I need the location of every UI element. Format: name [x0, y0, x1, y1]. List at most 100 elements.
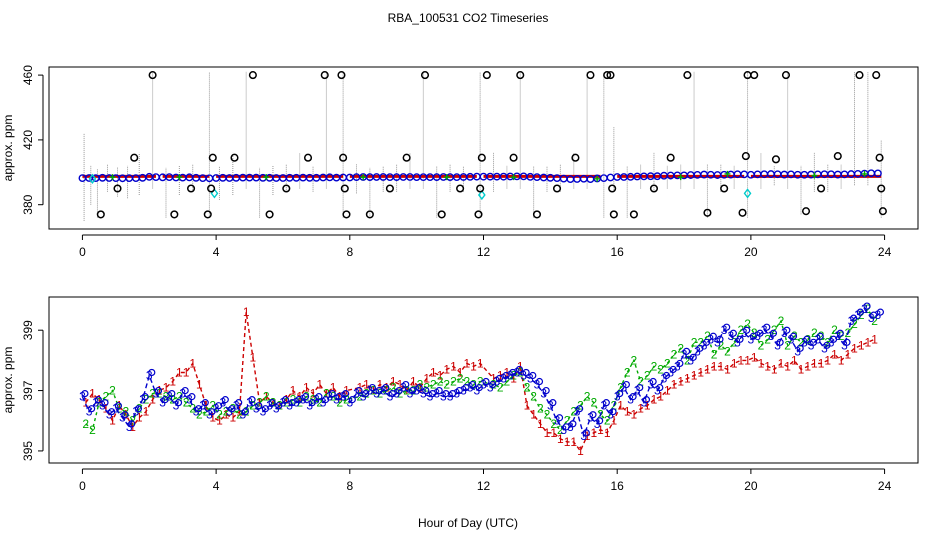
series-1-label: 1	[684, 371, 691, 385]
series-3-label: 3	[346, 396, 353, 410]
series-3-label: 3	[554, 414, 561, 428]
series-1-label: 1	[784, 359, 791, 373]
series-3-label: 3	[233, 399, 240, 413]
series-3-label: 3	[353, 387, 360, 401]
series-3-label: 3	[741, 326, 748, 340]
series-1-label: 1	[865, 335, 872, 349]
series-2-label: 2	[738, 323, 745, 337]
series-3-label: 3	[567, 420, 574, 434]
series-3-label: 3	[460, 384, 467, 398]
series-3-label: 3	[487, 381, 494, 395]
series-1-label: 1	[564, 435, 571, 449]
series-3-circle	[535, 377, 544, 386]
series-3-label: 3	[868, 311, 875, 325]
series-1-label: 1	[477, 356, 484, 370]
series-3-label: 3	[634, 384, 641, 398]
series-3-circle	[335, 393, 343, 401]
x-tick-label: 8	[346, 245, 353, 259]
black-point	[738, 208, 747, 217]
series-1-label: 1	[590, 426, 597, 440]
series-1-label: 1	[751, 350, 758, 364]
series-3-label: 3	[814, 332, 821, 346]
series-2-label: 2	[697, 335, 704, 349]
black-point	[801, 207, 811, 216]
series-3-label: 3	[453, 387, 460, 401]
series-3-label: 3	[701, 338, 708, 352]
series-3-label: 3	[186, 393, 193, 407]
black-point	[385, 184, 394, 193]
series-3-circle	[629, 393, 637, 401]
black-point	[683, 71, 692, 80]
series-3-label: 3	[266, 399, 273, 413]
series-2-label: 2	[617, 381, 624, 395]
series-3-circle	[642, 396, 651, 404]
black-circle-series	[96, 71, 887, 219]
series-1-label: 1	[156, 384, 163, 398]
series-3-circle	[582, 429, 590, 437]
black-point	[320, 71, 329, 80]
series-3-label: 3	[467, 381, 474, 395]
series-3-circle	[94, 396, 102, 404]
series-2-label: 2	[564, 414, 571, 428]
series-3-circle	[522, 368, 530, 377]
series-3-circle	[723, 323, 731, 331]
series-3-label: 3	[260, 405, 267, 419]
series-3-circle	[569, 420, 577, 428]
series-1-label: 1	[530, 408, 537, 422]
series-3-label: 3	[92, 396, 99, 410]
series-3-circle	[435, 386, 443, 395]
series-3-label: 3	[193, 405, 200, 419]
series-3-circle	[796, 344, 804, 352]
series-2-label: 2	[196, 408, 203, 422]
series-2-label: 2	[323, 387, 330, 401]
series-2-label: 2	[236, 408, 243, 422]
black-point	[207, 184, 216, 193]
series-2-label: 2	[263, 390, 270, 404]
series-3-circle	[448, 390, 457, 398]
series-1-label: 1	[791, 353, 798, 367]
series-1-label: 1	[644, 399, 651, 413]
black-point	[649, 184, 659, 193]
green-cross-series	[109, 170, 868, 182]
black-point	[186, 184, 196, 193]
x-tick-label: 16	[611, 479, 625, 493]
series-1-label: 1	[430, 365, 437, 379]
black-point	[609, 210, 618, 219]
series-3-circle	[174, 399, 183, 407]
series-3-label: 3	[166, 390, 173, 404]
series-1-label: 1	[624, 405, 631, 419]
series-2-label: 2	[684, 353, 691, 367]
series-3-label: 3	[848, 314, 855, 328]
series-3-label: 3	[534, 378, 541, 392]
series-2-label: 2	[818, 329, 825, 343]
series-3-label: 3	[373, 387, 380, 401]
series-3-label: 3	[240, 408, 247, 422]
series-3-label: 3	[326, 390, 333, 404]
series-3-circle	[81, 390, 89, 398]
series-3-label: 3	[654, 384, 661, 398]
series-2-label: 2	[711, 347, 718, 361]
series-3-circle	[475, 383, 483, 392]
series-3-label: 3	[253, 402, 260, 416]
series-3-label: 3	[560, 423, 567, 437]
series-1-label: 1	[537, 417, 544, 431]
black-point	[476, 184, 485, 193]
series-1-label: 1	[290, 384, 297, 398]
series-3-circle	[148, 368, 156, 377]
series-3-circle	[843, 338, 851, 346]
series-3-circle	[589, 411, 597, 419]
series-1-label: 1	[617, 399, 624, 413]
series-3-circle	[308, 399, 316, 407]
series-1-label: 1	[831, 347, 838, 361]
series-3-label: 3	[153, 387, 160, 401]
series-2-label: 2	[463, 375, 470, 389]
black-point	[420, 71, 430, 80]
series-1-label: 1	[744, 353, 751, 367]
series-2-label: 2	[831, 323, 838, 337]
series-2-label: 2	[336, 396, 343, 410]
series-3-label: 3	[574, 405, 581, 419]
series-3-label: 3	[199, 399, 206, 413]
series-3-label: 3	[607, 408, 614, 422]
series-1-label: 1	[738, 353, 745, 367]
